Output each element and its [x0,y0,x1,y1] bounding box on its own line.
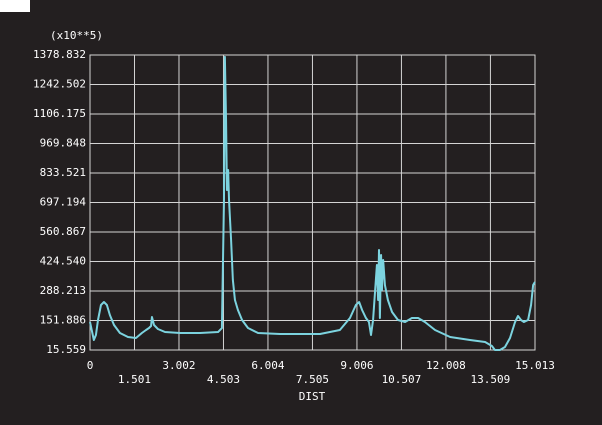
y-tick-label: 1378.832 [33,48,86,61]
y-tick-label: 560.867 [40,225,86,238]
x-tick-label: 3.002 [162,359,195,372]
x-tick-label: 13.509 [471,373,511,386]
y-tick-label: 1106.175 [33,107,86,120]
y-tick-label: 697.194 [40,196,87,209]
y-tick-label: 969.848 [40,137,86,150]
y-tick-label: 833.521 [40,166,86,179]
x-tick-label: 15.013 [515,359,555,372]
x-tick-label: 0 [87,359,94,372]
y-tick-label: 424.540 [40,255,86,268]
x-axis-label: DIST [299,390,326,403]
x-tick-label: 4.503 [207,373,240,386]
x-tick-label: 12.008 [426,359,466,372]
y-tick-label: 1242.502 [33,78,86,91]
x-tick-label: 10.507 [382,373,422,386]
x-tick-label: 9.006 [340,359,373,372]
x-tick-label: 6.004 [251,359,284,372]
y-axis-label: (x10**5) [50,29,103,42]
y-tick-label: 288.213 [40,284,86,297]
y-tick-label: 15.559 [46,343,86,356]
data-line [89,55,536,351]
plot-frame [89,54,536,351]
corner-box [0,0,30,12]
y-tick-label: 151.886 [40,314,86,327]
x-tick-label: 1.501 [118,373,151,386]
x-tick-label: 7.505 [296,373,329,386]
